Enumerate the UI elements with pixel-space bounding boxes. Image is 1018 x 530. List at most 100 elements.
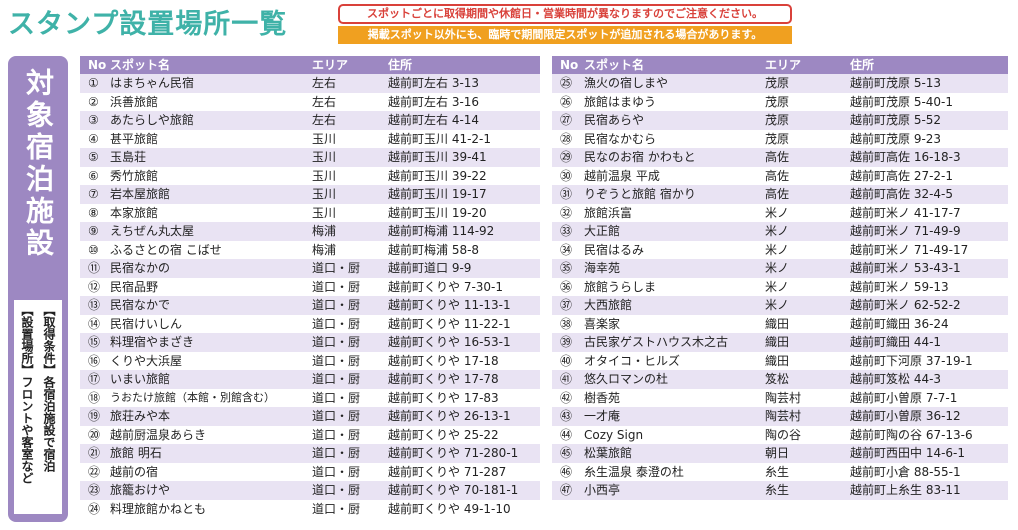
table-row: ⑲ 旅荘みや本 道口・厨 越前町くりや 26-13-1	[80, 407, 540, 426]
cell: ㉒	[88, 464, 101, 479]
table-row: ⑫ 民宿品野 道口・厨 越前町くりや 7-30-1	[80, 278, 540, 297]
cell: りぞうと旅館 宿かり	[584, 187, 696, 201]
cell: ④	[88, 131, 99, 146]
cell: 越前町米ノ 71-49-9	[850, 224, 961, 238]
cell: ㊲	[560, 298, 573, 312]
cell: 高佐	[765, 150, 790, 164]
cell: 越前町茂原 5-40-1	[850, 94, 954, 109]
notice: スポットごとに取得期間や休館日・営業時間が異なりますのでご注意ください。	[338, 4, 792, 24]
cell: 左右	[312, 76, 337, 90]
cell: 旅館うらしま	[584, 279, 657, 294]
cell: 民宿あらや	[584, 113, 645, 127]
cell: 料理宿やまざき	[110, 335, 195, 349]
cell: 越前町小曽原 36-12	[850, 409, 961, 423]
cell: 道口・厨	[312, 335, 361, 349]
cell: ㉖	[560, 94, 573, 109]
header-cell: スポット名	[584, 58, 645, 72]
cell: 玉川	[312, 131, 337, 146]
cell: 越前町くりや 7-30-1	[388, 279, 504, 294]
table-row: ④ 甚平旅館 玉川 越前町玉川 41-2-1	[80, 130, 540, 149]
cell: ⑲	[88, 409, 101, 423]
cell: ㉝	[560, 224, 573, 238]
cell: 越前町くりや 17-18	[388, 353, 499, 368]
cell: 高佐	[765, 168, 790, 183]
cell: ㊳	[560, 316, 573, 331]
cell: 道口・厨	[312, 353, 361, 368]
cell: 越前町くりや 16-53-1	[388, 335, 511, 349]
cell: 民なのお宿 かわもと	[584, 150, 696, 164]
side-line: 【設置場所】フロントや客室など	[20, 304, 34, 484]
cell: 越前町道口 9-9	[388, 261, 472, 275]
cell: ㊻	[560, 464, 573, 479]
cell: ⑧	[88, 205, 99, 220]
cell: 越前町米ノ 53-43-1	[850, 261, 961, 275]
cell: 越前町高佐 32-4-5	[850, 187, 954, 201]
cell: 越前町茂原 5-13	[850, 76, 942, 90]
cell: 梅浦	[312, 242, 337, 257]
cell: ⑩	[88, 242, 99, 257]
cell: ㉓	[88, 483, 101, 497]
cell: 民宿なかの	[110, 261, 171, 275]
cell: 越前町西田中 14-6-1	[850, 446, 966, 460]
cell: 道口・厨	[312, 390, 361, 405]
table-row: ⑪ 民宿なかの 道口・厨 越前町道口 9-9	[80, 259, 540, 278]
cell: 喜楽家	[584, 316, 621, 331]
cell: 道口・厨	[312, 501, 361, 516]
cell: 道口・厨	[312, 261, 361, 275]
cell: ㊱	[560, 279, 573, 294]
cell: 道口・厨	[312, 372, 361, 386]
cell: 道口・厨	[312, 483, 361, 497]
table-row: ⑭ 民宿けいしん 道口・厨 越前町くりや 11-22-1	[80, 315, 540, 334]
table-header: No スポット名 エリア 住所	[552, 56, 1008, 74]
cell: 秀竹旅館	[110, 168, 159, 183]
cell: 道口・厨	[312, 446, 361, 460]
side-panel: 対象宿泊施設 【取得条件】各宿泊施設で宿泊 【設置場所】フロントや客室など	[8, 56, 68, 522]
cell: 浜善旅館	[110, 94, 159, 109]
cell: 悠久ロマンの杜	[584, 372, 669, 386]
cell: ㊹	[560, 427, 573, 442]
cell: ⑰	[88, 372, 101, 386]
table-row: ⑦ 岩本屋旅館 玉川 越前町玉川 19-17	[80, 185, 540, 204]
cell: ㉛	[560, 187, 573, 201]
cell: ㉙	[560, 150, 573, 164]
cell: 越前町高佐 16-18-3	[850, 150, 961, 164]
cell: 米ノ	[765, 279, 790, 294]
cell: 高佐	[765, 187, 790, 201]
cell: 織田	[765, 353, 790, 368]
cell: うおたけ旅館（本館・別館含む）	[110, 390, 275, 404]
cell: 米ノ	[765, 205, 790, 220]
cell: 越前町小曽原 7-7-1	[850, 390, 958, 405]
cell: ⑮	[88, 335, 101, 349]
cell: えちぜん丸太屋	[110, 224, 195, 238]
title: スタンプ設置場所一覧	[8, 9, 288, 40]
table-row: ② 浜善旅館 左右 越前町左右 3-16	[80, 93, 540, 112]
header-cell: 住所	[388, 58, 413, 72]
header-cell: エリア	[765, 58, 802, 72]
cell: 越前町くりや 25-22	[388, 427, 499, 442]
cell: 朝日	[765, 446, 790, 460]
cell: 越前厨温泉あらき	[110, 427, 207, 442]
cell: 越前町茂原 5-52	[850, 113, 942, 127]
cell: 梅浦	[312, 224, 337, 238]
cell: 越前町玉川 39-41	[388, 150, 487, 164]
cell: 茂原	[765, 131, 790, 146]
cell: ㉔	[88, 501, 101, 516]
cell: ⑬	[88, 298, 101, 312]
cell: 越前町笈松 44-3	[850, 372, 942, 386]
cell: ⑱	[88, 390, 101, 405]
cell: 一才庵	[584, 409, 621, 423]
table-row: ⑨ えちぜん丸太屋 梅浦 越前町梅浦 114-92	[80, 222, 540, 241]
cell: 大西旅館	[584, 298, 633, 312]
